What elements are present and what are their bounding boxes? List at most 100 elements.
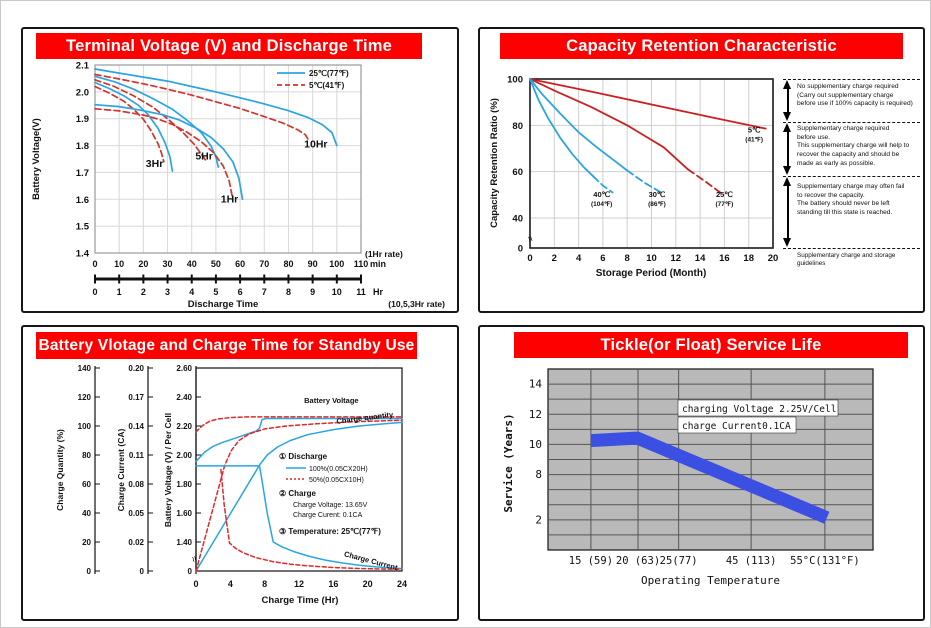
panel-capacity-retention: Capacity Retention Characteristic 100 80 6… — [478, 27, 925, 313]
y-tick-label: 2.00 — [176, 451, 192, 460]
plot-border — [529, 78, 774, 249]
series-path — [94, 78, 208, 162]
x-axis-title: Charge Time (Hr) — [262, 595, 339, 606]
annotation-zone3: Supplementary charge may often fail to r… — [797, 183, 905, 217]
y-axis-title: Capacity Retention Ratio (%) — [489, 98, 500, 228]
y-tick-label: 2.60 — [176, 364, 192, 373]
legend-label: 25℃(77℉) — [309, 69, 349, 78]
legend-label: 100%(0.05CX20H) — [309, 466, 368, 473]
x-tick-label: 10 — [114, 259, 124, 269]
curve-label: 10Hr — [304, 139, 327, 151]
series-path — [592, 175, 614, 194]
y-tick-label: 0 — [140, 567, 145, 576]
series-path — [529, 78, 767, 130]
x-tick-label: 3 — [165, 287, 170, 297]
y-tick-label: 1.5 — [76, 222, 90, 233]
y-tick-label: 1.40 — [176, 538, 192, 547]
axis-break: ≈ — [523, 234, 536, 244]
x-tick-label: 80 — [283, 259, 293, 269]
x-tick-label: 10 — [646, 253, 657, 264]
legend-label: Charge Curent: 0.1CA — [293, 512, 363, 519]
y-axis-title: Charge Quantity (%) — [55, 429, 65, 511]
x-tick-label: 6 — [238, 287, 243, 297]
note: charge Current0.1CA — [682, 421, 791, 432]
y-tick-label: 12 — [529, 408, 542, 421]
x-tick-label: 25(77) — [660, 555, 698, 567]
x-tick-label: 8 — [262, 579, 267, 589]
axis-break: ≈ — [187, 555, 199, 564]
y-tick-label: 100 — [507, 75, 523, 86]
note-box — [677, 399, 839, 417]
x-tick-label: 45 (113) — [726, 555, 777, 567]
double-arrow-icon — [783, 80, 793, 121]
series-path — [94, 73, 309, 140]
x-tick-label: 12 — [671, 253, 682, 264]
x-tick-label: 30 — [163, 259, 173, 269]
rate-note: (10,5,3Hr rate) — [388, 299, 445, 309]
x-tick-label: 40 — [187, 259, 197, 269]
series-path — [687, 168, 725, 196]
series-path — [220, 468, 403, 571]
x-tick-label: 4 — [228, 579, 233, 589]
series-path — [529, 78, 595, 178]
temp-label-f: (104℉) — [591, 200, 612, 208]
x-tick-label: 6 — [600, 253, 605, 264]
x-tick-label: 10 — [332, 287, 342, 297]
y-tick-label: 60 — [512, 167, 523, 178]
x-tick-label: 4 — [576, 253, 582, 264]
y-tick-label: 80 — [82, 451, 91, 460]
panel-title-tickle-service-life: Tickle(or Float) Service Life — [514, 332, 908, 358]
panel-title-standby-charge: Battery Vlotage and Charge Time for Stan… — [36, 332, 417, 359]
legend-label: 5℃(41℉) — [309, 81, 345, 90]
y-tick-label: 40 — [512, 214, 523, 225]
temp-label-f: (86℉) — [648, 200, 666, 208]
x-tick-label: 0 — [193, 579, 198, 589]
arrow-shaft — [787, 87, 789, 114]
y-tick-label: 60 — [82, 480, 91, 489]
panel-terminal-voltage: Terminal Voltage (V) and Discharge Time … — [21, 27, 459, 313]
y-tick-label: 1.6 — [76, 195, 89, 206]
panel-tickle-service-life: Tickle(or Float) Service Life 15 (59) 20 … — [478, 325, 925, 621]
x-tick-label: 8 — [625, 253, 630, 264]
y-tick-label: 0.02 — [128, 538, 144, 547]
x-tick-label: 14 — [695, 253, 706, 264]
series-path — [195, 421, 403, 572]
series-path — [94, 103, 244, 201]
y-tick-label: 1.7 — [76, 168, 89, 179]
y-tick-label: 20 — [82, 538, 91, 547]
panel-standby-charge: Battery Vlotage and Charge Time for Stan… — [21, 325, 459, 621]
x-tick-label: 20 — [138, 259, 148, 269]
series-path — [94, 107, 234, 201]
y-tick-label: 0.08 — [128, 480, 144, 489]
x-tick-label: 110 — [354, 259, 369, 269]
x-tick-label: 5 — [213, 287, 218, 297]
series-path — [195, 465, 403, 570]
y-tick-label: 2.1 — [76, 61, 90, 72]
y-tick-label: 1.60 — [176, 509, 192, 518]
y-axis-title: Service (Years) — [502, 413, 515, 512]
y-tick-label: 8 — [535, 468, 542, 481]
series-path — [94, 85, 165, 163]
tickle-service-life-chart: 15 (59) 20 (63) 25(77) 45 (113) 55°C(131°F) 1… — [502, 368, 874, 587]
x-tick-label: 16 — [719, 253, 730, 264]
note: charging Voltage 2.25V/Cell — [682, 404, 836, 415]
y-tick-label: 1.80 — [176, 480, 192, 489]
y-tick-label: 0.17 — [128, 393, 144, 402]
x-tick-label: 7 — [262, 287, 267, 297]
capacity-annotations: No supplementary charge required (Carry … — [783, 61, 920, 311]
x-tick-label: 100 — [329, 259, 344, 269]
x-unit: min — [370, 259, 386, 269]
temp-label-f: (41℉) — [745, 135, 763, 143]
dashed-divider — [783, 176, 920, 177]
y-tick-label: 80 — [512, 121, 523, 132]
x-tick-label: 12 — [294, 579, 304, 589]
series-path — [94, 81, 174, 172]
plot-border — [195, 367, 403, 572]
y-axis-title: Battery Voltage(V) — [31, 118, 42, 200]
temp-label: 25℃ — [716, 190, 733, 199]
annotation-zone2: Supplementary charge required before use… — [797, 125, 910, 167]
legend-heading: ③ Temperature: 25℃(77℉) — [279, 527, 381, 536]
x-tick-label: 2 — [141, 287, 146, 297]
series-path — [529, 78, 629, 172]
